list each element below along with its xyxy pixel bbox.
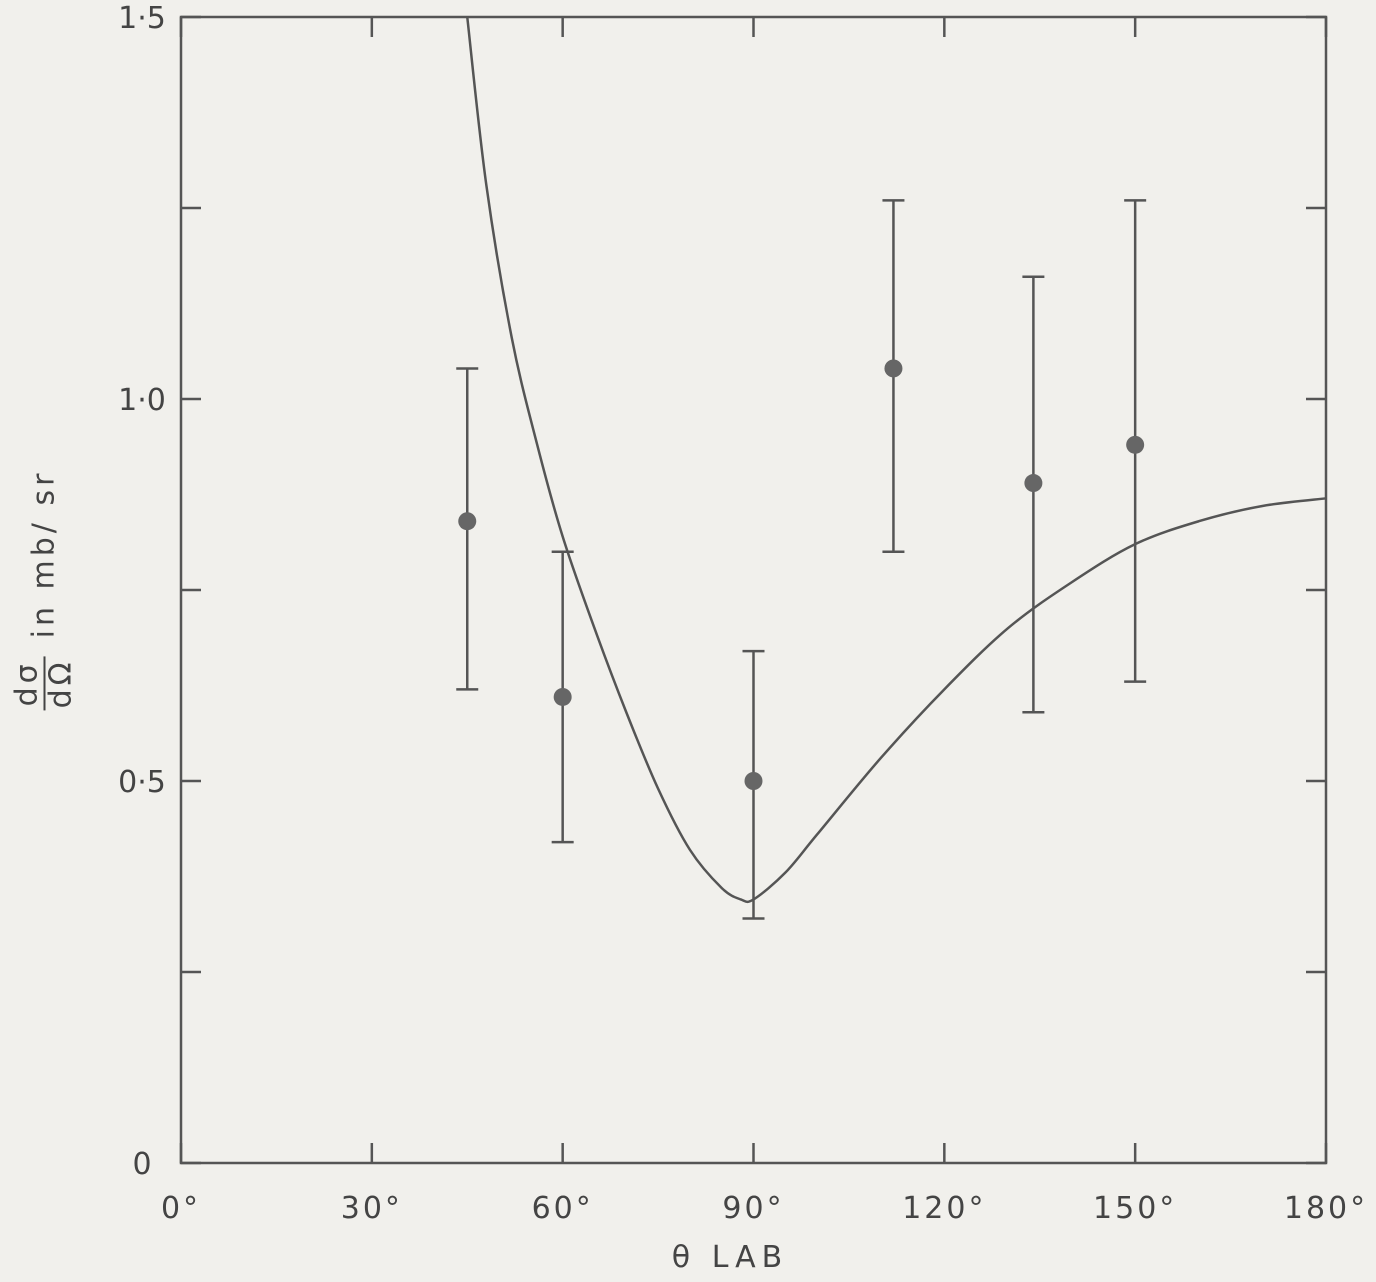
x-tick-label: 30°	[341, 1191, 403, 1226]
y-axis-ticks: 0 0·5 1·0 1·5	[118, 1, 1326, 1182]
y-axis-fraction: dσ dΩ	[10, 656, 78, 711]
data-point	[744, 772, 763, 790]
y-tick-label: 0	[132, 1147, 151, 1182]
data-point	[1126, 435, 1145, 454]
data-point	[458, 512, 477, 531]
y-axis-numerator: dσ	[10, 656, 45, 711]
x-axis-label: θ LAB	[671, 1240, 789, 1275]
x-tick-label: 0°	[161, 1191, 201, 1226]
x-axis-ticks: 0° 30° 60° 90° 120° 150° 180°	[161, 17, 1368, 1226]
plot-frame	[179, 15, 1328, 1165]
theory-curve	[466, 16, 1327, 904]
x-tick-label: 150°	[1093, 1191, 1177, 1226]
data-points	[456, 199, 1147, 920]
x-tick-label: 120°	[902, 1191, 986, 1226]
x-tick-label: 60°	[532, 1191, 594, 1226]
y-tick-label: 1·0	[118, 383, 166, 418]
y-tick-label: 0·5	[118, 765, 166, 800]
x-tick-label: 90°	[722, 1191, 784, 1226]
y-tick-label: 1·5	[118, 1, 166, 36]
data-point	[553, 687, 572, 706]
data-point	[884, 359, 903, 378]
y-axis-label: dσ dΩ in mb/ sr	[10, 469, 78, 711]
y-axis-units: in mb/ sr	[26, 469, 62, 639]
x-tick-label: 180°	[1284, 1191, 1368, 1226]
y-axis-denominator: dΩ	[43, 658, 78, 709]
data-point	[1024, 474, 1043, 493]
